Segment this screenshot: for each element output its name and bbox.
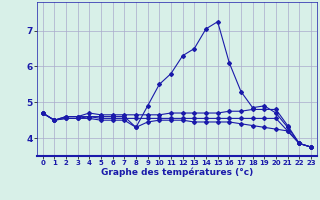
X-axis label: Graphe des températures (°c): Graphe des températures (°c) [101,168,253,177]
